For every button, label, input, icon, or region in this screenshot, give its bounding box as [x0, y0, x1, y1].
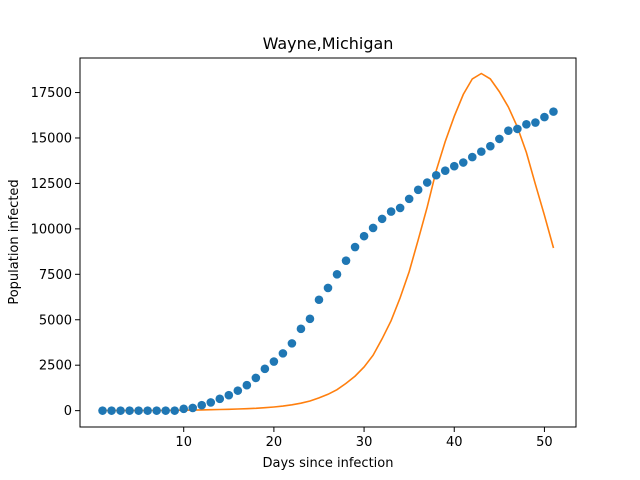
x-tick-label: 40 [446, 435, 463, 450]
observed-point [296, 324, 306, 334]
observed-point [278, 349, 288, 358]
observed-point [215, 394, 225, 404]
observed-point [495, 134, 504, 144]
observed-point [467, 152, 477, 162]
y-tick-label: 0 [64, 404, 72, 419]
x-tick-label: 20 [266, 435, 283, 450]
x-tick-label: 50 [536, 435, 553, 450]
observed-point [152, 406, 161, 415]
observed-point [242, 380, 252, 390]
observed-point [486, 141, 495, 151]
observed-point [513, 124, 522, 134]
observed-point [116, 406, 125, 415]
y-axis: 0 2500 5000 7500 10000 12500 15000 17500 [31, 86, 80, 419]
observed-point [413, 185, 423, 195]
observed-point [188, 403, 198, 413]
y-tick-label: 10000 [31, 222, 72, 237]
observed-point [350, 242, 360, 252]
observed-points [98, 107, 558, 415]
observed-point [395, 203, 405, 213]
observed-point [341, 256, 351, 265]
observed-point [107, 406, 116, 415]
x-tick-label: 10 [175, 435, 192, 450]
y-tick-label: 12500 [31, 177, 72, 192]
x-axis: 10 20 30 40 50 [175, 427, 553, 450]
observed-point [422, 178, 432, 187]
observed-point [332, 270, 342, 279]
observed-point [179, 404, 189, 414]
observed-point [323, 283, 333, 293]
observed-point [125, 406, 134, 415]
observed-point [98, 406, 107, 415]
x-axis-label: Days since infection [263, 456, 394, 471]
observed-point [368, 223, 378, 233]
observed-point [477, 147, 486, 156]
observed-point [305, 314, 315, 324]
observed-point [269, 357, 279, 366]
observed-point [314, 295, 324, 305]
observed-point [197, 400, 207, 410]
observed-point [170, 406, 179, 415]
y-tick-label: 2500 [39, 359, 72, 374]
plot-frame [79, 57, 577, 428]
y-tick-label: 17500 [31, 86, 72, 101]
observed-point [251, 373, 261, 383]
observed-point [206, 398, 216, 407]
observed-point [404, 194, 414, 204]
observed-point [161, 406, 170, 415]
observed-point [377, 214, 387, 224]
x-tick-label: 30 [356, 435, 373, 450]
plot-area [79, 57, 577, 428]
observed-point [386, 207, 396, 216]
observed-point [134, 406, 143, 415]
chart-title: Wayne,Michigan [263, 34, 394, 53]
observed-point [549, 107, 558, 116]
observed-point [260, 364, 270, 374]
observed-point [531, 118, 540, 127]
observed-point [440, 166, 450, 175]
y-tick-label: 5000 [39, 313, 72, 328]
observed-point [504, 126, 513, 136]
observed-point [449, 161, 459, 171]
observed-point [540, 112, 549, 122]
fitted-curve-line [102, 72, 555, 412]
y-axis-label: Population infected [7, 179, 22, 304]
observed-point [431, 170, 441, 180]
observed-point [224, 390, 234, 400]
y-tick-label: 15000 [31, 131, 72, 146]
observed-point [233, 386, 243, 395]
y-tick-label: 7500 [39, 268, 72, 283]
observed-point [287, 339, 297, 348]
observed-point [522, 120, 531, 129]
observed-point [359, 231, 369, 241]
observed-point [143, 406, 152, 415]
observed-point [458, 158, 468, 167]
fitted-curve [102, 72, 555, 412]
